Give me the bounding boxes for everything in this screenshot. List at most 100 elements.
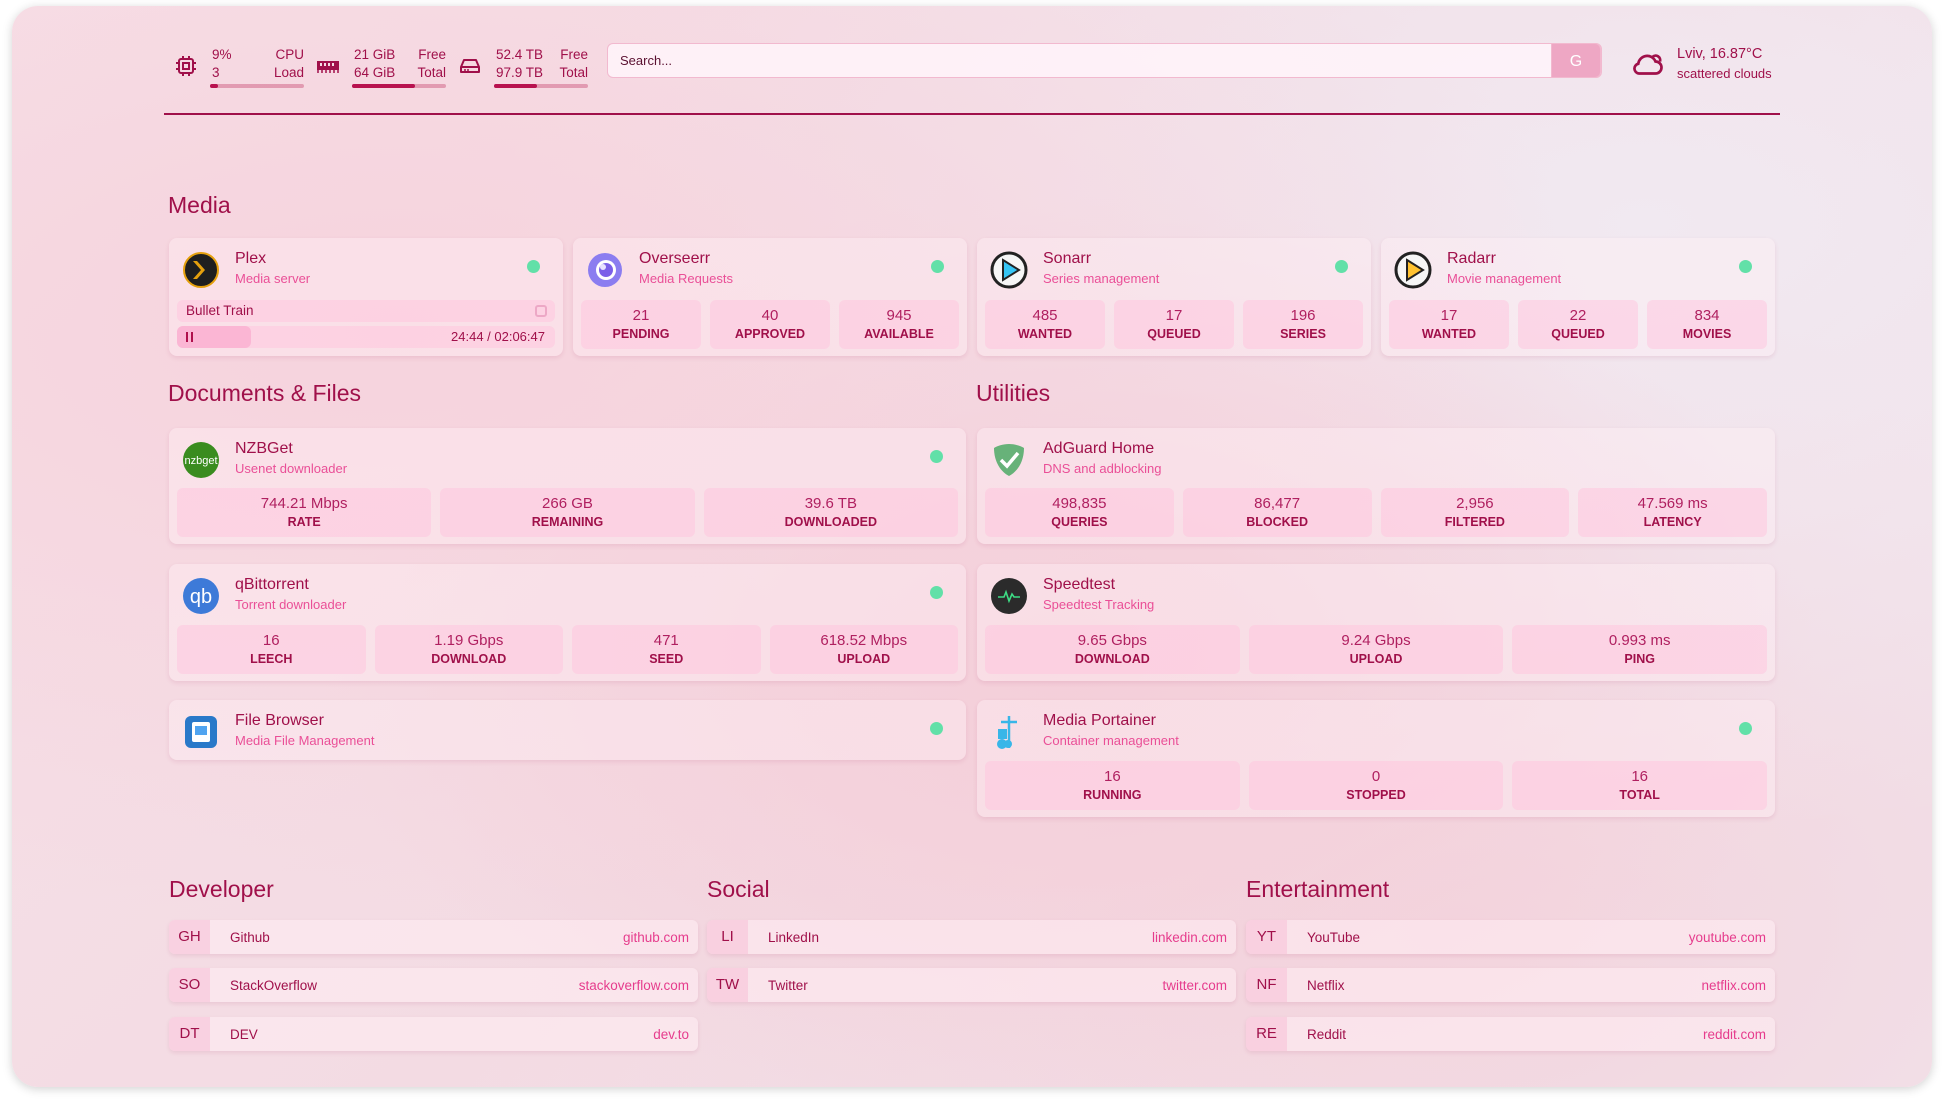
memory-bar — [352, 84, 446, 88]
service-stats: 21 PENDING 40 APPROVED 945 AVAILABLE — [581, 300, 959, 349]
stat-label: SERIES — [1280, 327, 1326, 341]
service-card[interactable]: AdGuard Home DNS and adblocking 498,835 QUE… — [977, 428, 1775, 544]
service-stats: 485 WANTED 17 QUEUED 196 SERIES — [985, 300, 1363, 349]
service-name[interactable]: Radarr — [1447, 250, 1496, 267]
bookmark-link[interactable]: LI LinkedIn linkedin.com — [707, 920, 1236, 954]
service-card[interactable]: Sonarr Series management 485 WANTED 17 QUEUED… — [977, 238, 1371, 356]
bookmark-abbreviation: RE — [1246, 1017, 1287, 1051]
stat-value: 945 — [886, 307, 912, 324]
service-name[interactable]: Media Portainer — [1043, 712, 1156, 729]
service-name[interactable]: Plex — [235, 250, 267, 267]
nzbget-icon: nzbget — [182, 441, 220, 479]
service-description: Media server — [235, 271, 311, 286]
pause-icon[interactable] — [186, 332, 193, 342]
stat-value: 9.65 Gbps — [1077, 632, 1147, 649]
bookmark-link[interactable]: RE Reddit reddit.com — [1246, 1017, 1775, 1051]
playback-row: 24:44 / 02:06:47 — [177, 326, 555, 348]
svg-text:nzbget: nzbget — [184, 455, 217, 467]
stat-block: 16 RUNNING — [985, 761, 1240, 810]
search-provider-button[interactable]: G — [1551, 42, 1601, 78]
service-card[interactable]: qb qBittorrent Torrent downloader 16 LEECH 1.… — [169, 564, 966, 681]
stat-block: 744.21 Mbps RATE — [177, 488, 432, 537]
service-name[interactable]: Overseerr — [639, 250, 711, 267]
disk-bar — [494, 84, 588, 88]
bookmark-link[interactable]: GH Github github.com — [169, 920, 698, 954]
stat-label: PENDING — [612, 327, 670, 341]
bookmark-url: github.com — [622, 929, 689, 945]
status-indicator — [527, 260, 540, 273]
service-card[interactable]: Plex Media server Bullet Train 24:44 / 02:0… — [169, 238, 563, 356]
status-indicator — [930, 450, 943, 463]
radarr-icon — [1394, 251, 1432, 289]
service-name[interactable]: Speedtest — [1043, 576, 1116, 593]
stat-label: UPLOAD — [1349, 652, 1403, 666]
service-stats: 16 LEECH 1.19 Gbps DOWNLOAD 471 SEED 618.52 Mb… — [177, 625, 958, 674]
now-playing-row: Bullet Train — [177, 300, 555, 322]
memory-widget: 21 GiB 64 GiB Free Total — [316, 46, 446, 90]
search-input[interactable] — [620, 53, 1520, 68]
stat-value: 16 — [262, 632, 280, 649]
bookmark-link[interactable]: DT DEV dev.to — [169, 1017, 698, 1051]
stat-value: 16 — [1631, 768, 1649, 785]
service-name[interactable]: File Browser — [235, 712, 324, 729]
service-card[interactable]: Media Portainer Container management 16 RUN… — [977, 700, 1775, 817]
stat-block: 9.24 Gbps UPLOAD — [1248, 625, 1504, 674]
stat-value: 498,835 — [1052, 495, 1107, 512]
stat-value: 0 — [1371, 768, 1381, 785]
bookmark-link[interactable]: TW Twitter twitter.com — [707, 968, 1236, 1002]
memory-icon — [317, 61, 339, 73]
stat-label: WANTED — [1421, 327, 1477, 341]
bookmark-link[interactable]: NF Netflix netflix.com — [1246, 968, 1775, 1002]
service-name[interactable]: qBittorrent — [235, 576, 309, 593]
media-info-icon[interactable] — [535, 305, 547, 317]
stat-label: PING — [1624, 652, 1655, 666]
stat-block: 21 PENDING — [581, 300, 701, 349]
service-description: Torrent downloader — [235, 597, 347, 612]
free-label: Free — [418, 47, 446, 62]
stat-block: 9.65 Gbps DOWNLOAD — [985, 625, 1240, 674]
service-stats: 17 WANTED 22 QUEUED 834 MOVIES — [1389, 300, 1767, 349]
bookmark-name: Reddit — [1307, 1026, 1347, 1042]
bookmark-url: linkedin.com — [1151, 929, 1227, 945]
stat-value: 40 — [761, 307, 779, 324]
stat-block: 86,477 BLOCKED — [1182, 488, 1372, 537]
status-indicator — [930, 586, 943, 599]
bookmark-name: LinkedIn — [768, 929, 820, 945]
service-name[interactable]: AdGuard Home — [1043, 440, 1155, 457]
status-indicator — [1739, 722, 1752, 735]
stat-block: 16 LEECH — [177, 625, 366, 674]
stat-value: 744.21 Mbps — [260, 495, 348, 512]
service-card[interactable]: Speedtest Speedtest Tracking 9.65 Gbps DOWN… — [977, 564, 1775, 681]
service-name[interactable]: Sonarr — [1043, 250, 1092, 267]
filebrowser-icon — [182, 713, 220, 751]
stat-label: QUEUED — [1147, 327, 1201, 341]
disk-widget: 52.4 TB 97.9 TB Free Total — [458, 46, 588, 90]
stat-label: APPROVED — [734, 327, 806, 341]
bookmark-link[interactable]: SO StackOverflow stackoverflow.com — [169, 968, 698, 1002]
service-card[interactable]: Overseerr Media Requests 21 PENDING 40 APPROV… — [573, 238, 967, 356]
sonarr-icon — [990, 251, 1028, 289]
stat-block: 945 AVAILABLE — [839, 300, 959, 349]
section-heading: Utilities — [976, 380, 1051, 406]
load-label: Load — [273, 65, 304, 80]
service-card[interactable]: File Browser Media File Management — [169, 700, 966, 760]
stat-block: 485 WANTED — [985, 300, 1105, 349]
service-name[interactable]: NZBGet — [235, 440, 293, 457]
total-label: Total — [417, 65, 446, 80]
stat-block: 498,835 QUERIES — [985, 488, 1174, 537]
bookmark-link[interactable]: YT YouTube youtube.com — [1246, 920, 1775, 954]
service-stats: 16 RUNNING 0 STOPPED 16 TOTAL — [985, 761, 1768, 810]
stat-value: 1.19 Gbps — [434, 632, 504, 649]
stat-label: RATE — [287, 515, 321, 529]
playback-progress[interactable] — [177, 326, 251, 348]
speedtest-icon — [990, 577, 1028, 615]
stat-label: RUNNING — [1083, 788, 1142, 802]
bookmark-abbreviation: NF — [1246, 968, 1287, 1002]
stat-block: 40 APPROVED — [710, 300, 830, 349]
service-card[interactable]: nzbget NZBGet Usenet downloader 744.21 Mbps… — [169, 428, 966, 544]
svg-text:qb: qb — [190, 586, 212, 608]
bookmark-abbreviation: DT — [169, 1017, 210, 1051]
stat-block: 17 WANTED — [1389, 300, 1509, 349]
section-heading: Documents & Files — [168, 380, 362, 406]
service-card[interactable]: Radarr Movie management 17 WANTED 22 QUEUED 83… — [1381, 238, 1775, 356]
